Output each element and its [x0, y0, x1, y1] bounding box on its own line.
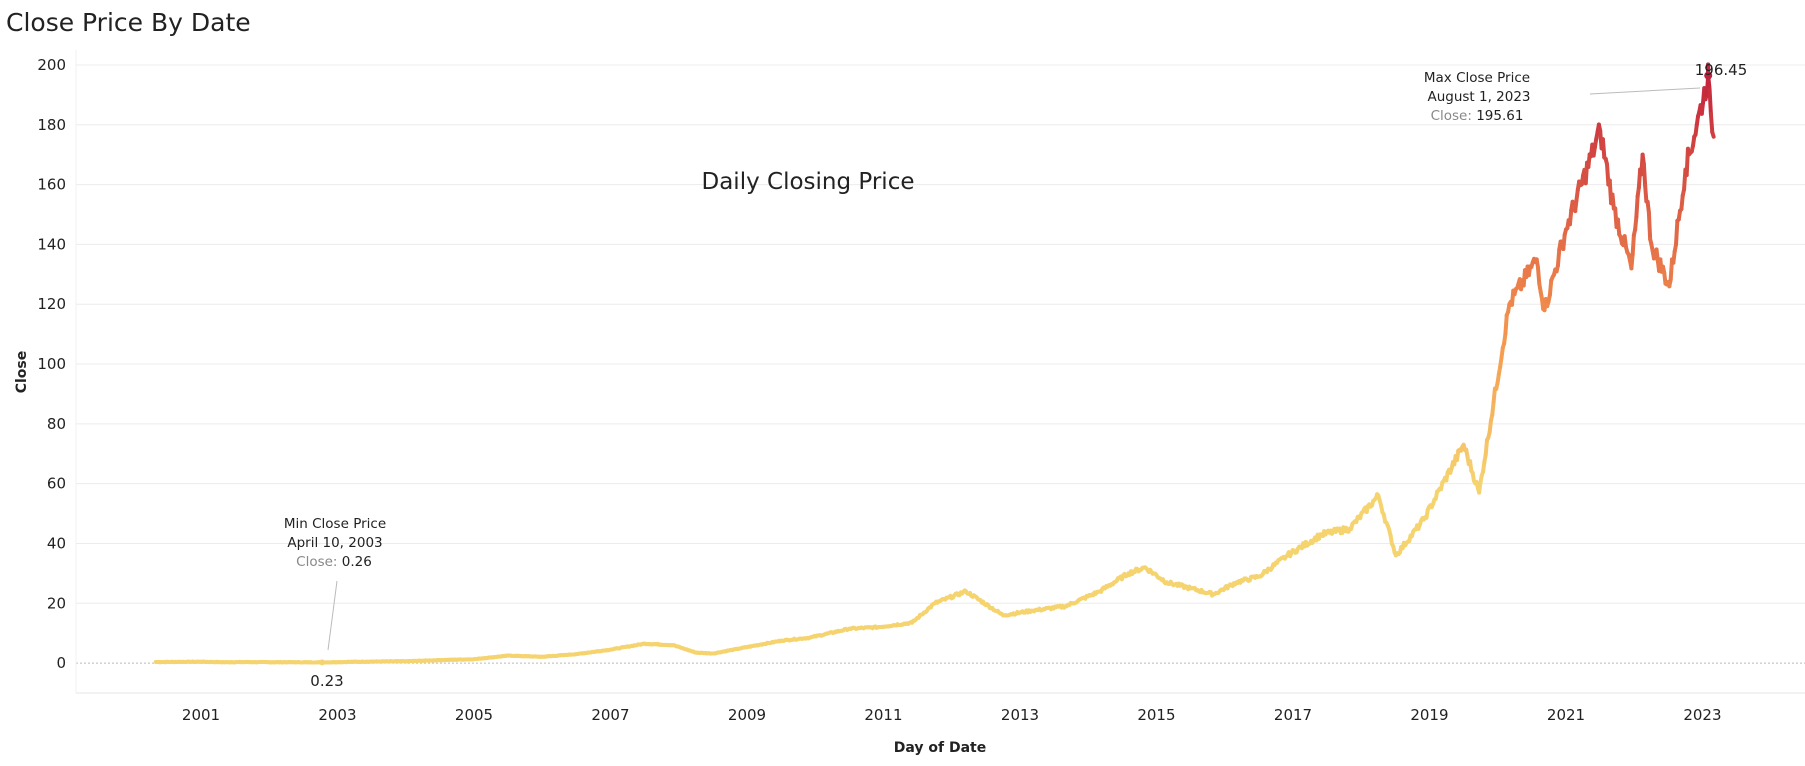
min-point-marker	[319, 659, 326, 666]
x-tick-label: 2023	[1683, 706, 1721, 724]
series-line-segment	[1483, 438, 1490, 457]
y-gridlines	[75, 50, 1805, 694]
series-line-segment	[1555, 247, 1562, 268]
series-line-segment	[1535, 265, 1542, 286]
series-line-segment	[1600, 137, 1607, 160]
series-line-segment	[1710, 130, 1716, 139]
series-line-segment	[1630, 233, 1636, 257]
y-tick-label: 180	[37, 116, 66, 134]
series-line-segment	[1503, 313, 1509, 336]
series-line-segment	[1629, 252, 1635, 271]
annotation-leaders	[327, 87, 1701, 651]
y-tick-label: 80	[47, 415, 66, 433]
y-tick-label: 40	[47, 534, 66, 552]
min-annotation-date: April 10, 2003	[287, 535, 382, 551]
x-tick-label: 2019	[1410, 706, 1448, 724]
series-line-segment	[1615, 217, 1622, 237]
x-tick-label: 2009	[728, 706, 766, 724]
series-line-segment	[1610, 192, 1616, 211]
x-tick-label: 2007	[591, 706, 629, 724]
series-line-segment	[1707, 87, 1713, 117]
series-line-segment	[1708, 112, 1715, 135]
max-leader-line	[1589, 87, 1701, 95]
series-line-segment	[1646, 210, 1653, 242]
x-tick-label: 2015	[1137, 706, 1175, 724]
min-annotation-close: Close: 0.26	[296, 554, 372, 570]
page-title: Close Price By Date	[6, 8, 251, 37]
chart-subtitle: Daily Closing Price	[702, 169, 915, 195]
x-tick-label: 2017	[1274, 706, 1312, 724]
x-tick-label: 2021	[1547, 706, 1585, 724]
x-axis-title: Day of Date	[894, 740, 986, 756]
x-tick-label: 2011	[864, 706, 902, 724]
y-tick-label: 140	[37, 235, 66, 253]
max-annotation-title: Max Close Price	[1424, 70, 1530, 86]
y-tick-label: 200	[37, 56, 66, 74]
series-line-segment	[1634, 194, 1640, 219]
x-axis-ticks: 2001 2003 2005 2007 2009 2011 2013 2015 2017 2019…	[182, 706, 1722, 724]
series-line-segment	[1633, 214, 1639, 232]
y-tick-label: 120	[37, 295, 66, 313]
y-tick-label: 100	[37, 355, 66, 373]
max-annotation-close: Close: 195.61	[1431, 108, 1524, 124]
series-line-segment	[1679, 193, 1685, 212]
series-line-segment	[1643, 183, 1649, 204]
y-tick-label: 20	[47, 594, 66, 612]
max-point-marker	[1704, 71, 1713, 80]
min-point-label: 0.23	[310, 672, 343, 690]
series-line-segment	[1547, 278, 1554, 297]
x-tick-label: 2013	[1001, 706, 1039, 724]
min-leader-line	[327, 580, 338, 651]
y-axis-ticks: 0 20 40 60 80 100 120 140 160 180 200	[37, 56, 66, 672]
close-price-series	[153, 62, 1716, 666]
max-peak-label: 196.45	[1695, 61, 1748, 79]
series-line-segment	[1674, 218, 1680, 247]
x-tick-label: 2001	[182, 706, 220, 724]
chart-texts: Daily Closing Price Day of Date Close 196.4…	[14, 61, 1747, 756]
y-axis-title: Close	[14, 351, 30, 394]
y-tick-label: 60	[47, 475, 66, 493]
series-line-segment	[1561, 232, 1567, 252]
x-tick-label: 2005	[455, 706, 493, 724]
series-line-segment	[1641, 162, 1648, 188]
series-line-segment	[1491, 386, 1497, 405]
max-annotation-date: August 1, 2023	[1427, 89, 1530, 105]
series-line-segment	[1567, 208, 1574, 227]
x-tick-label: 2003	[318, 706, 356, 724]
series-line-segment	[1490, 400, 1496, 417]
y-tick-label: 0	[56, 654, 66, 672]
y-tick-label: 160	[37, 176, 66, 194]
min-annotation-title: Min Close Price	[284, 516, 386, 532]
